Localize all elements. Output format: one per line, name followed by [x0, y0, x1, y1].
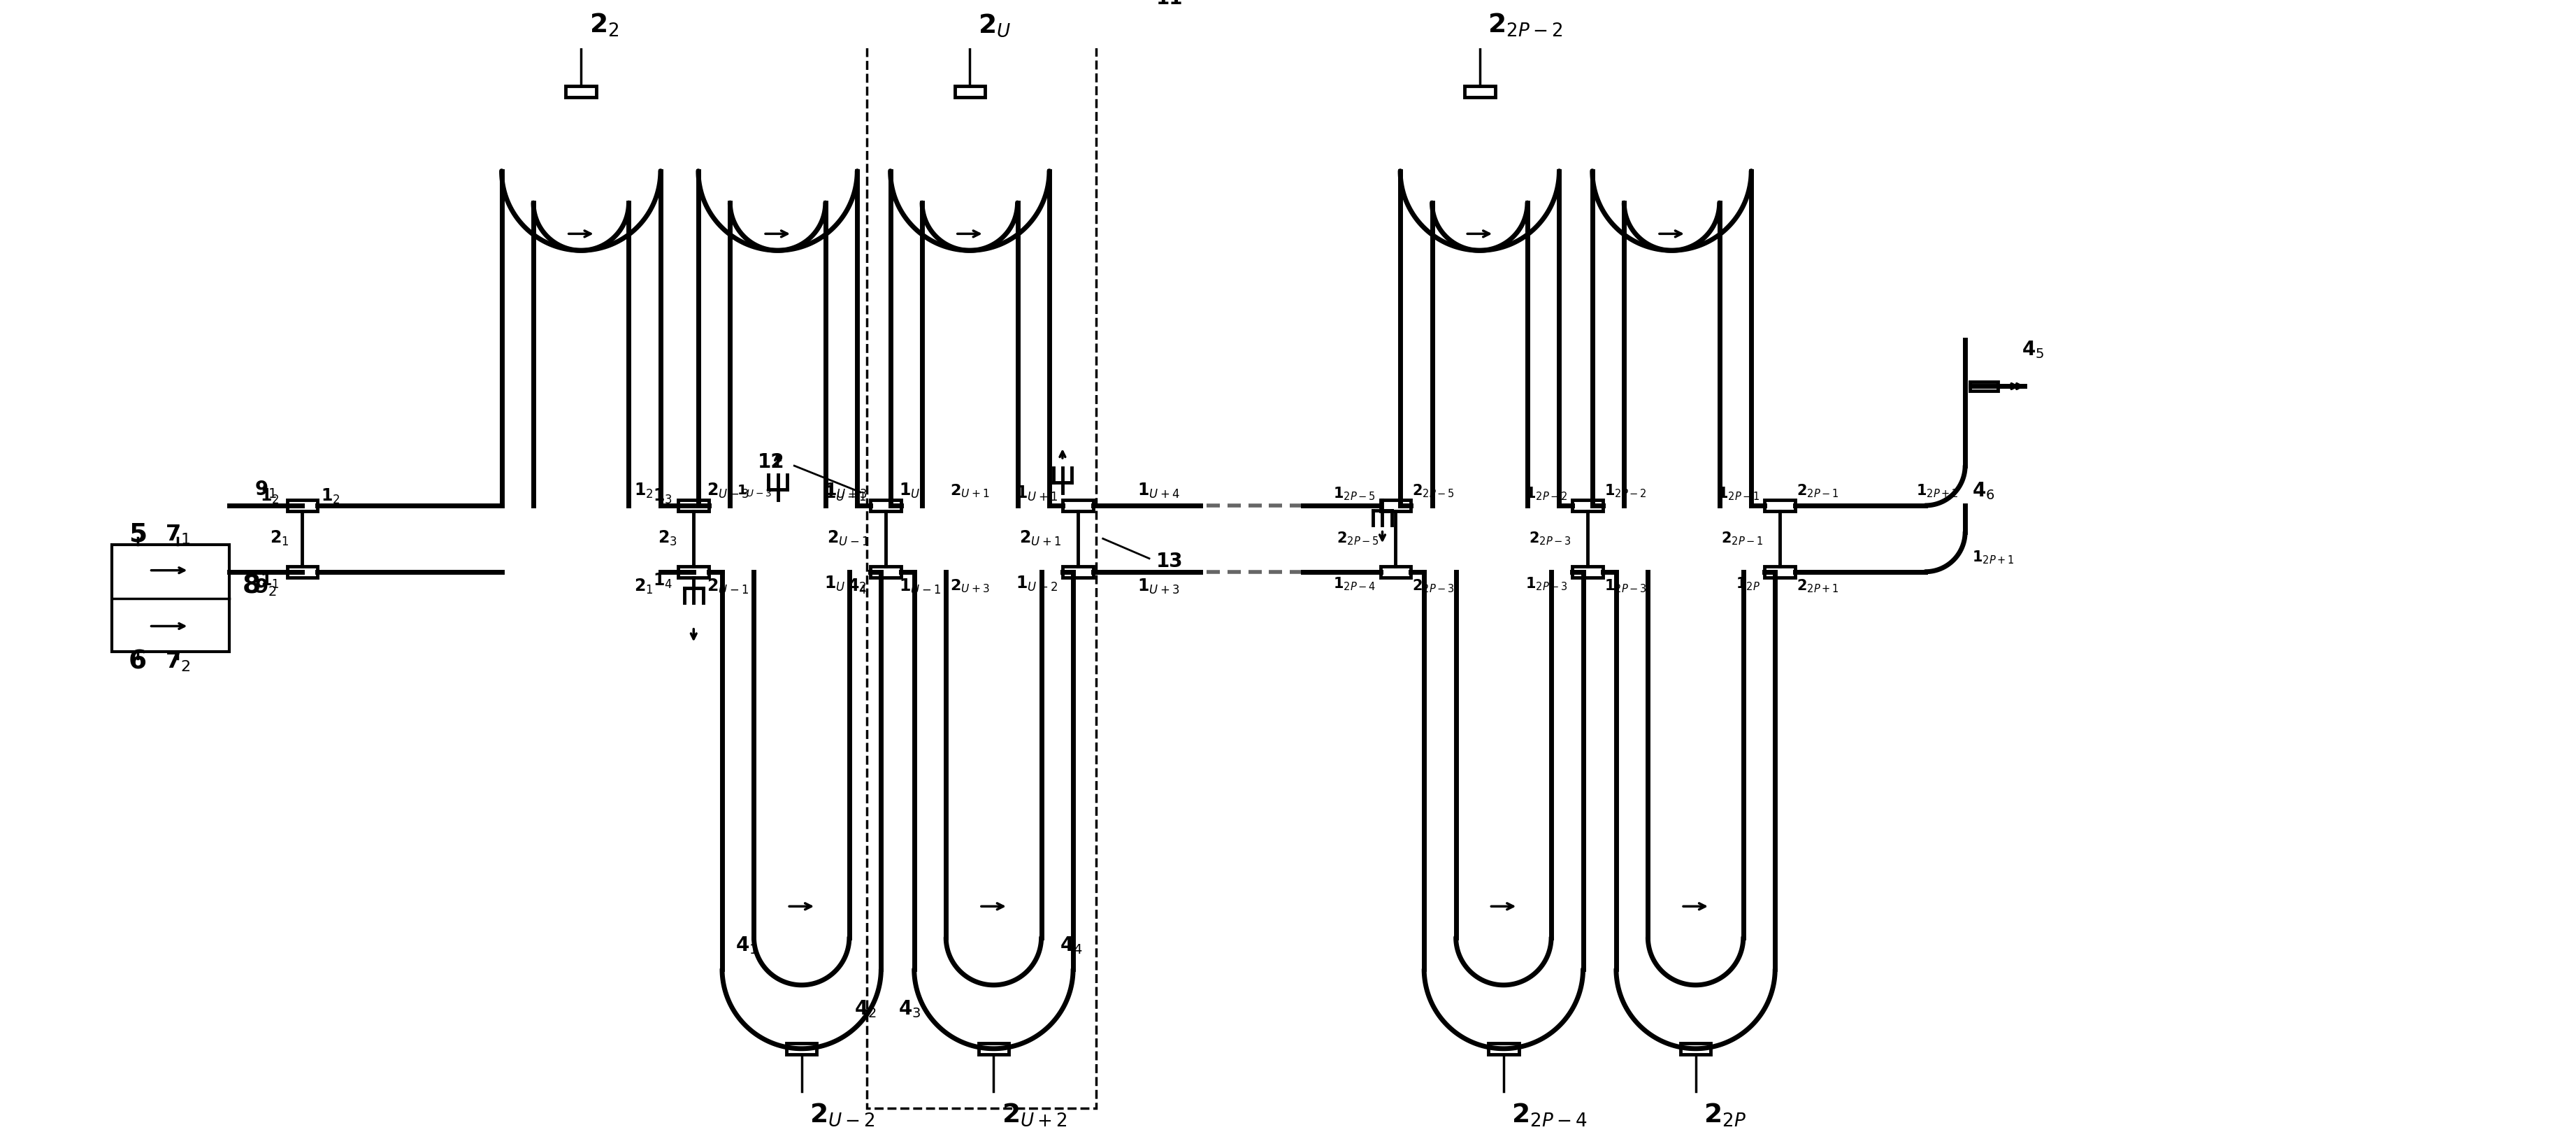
- Text: 12: 12: [757, 453, 783, 472]
- Text: 2$_{2P}$: 2$_{2P}$: [1703, 1101, 1747, 1129]
- Text: 2$_{2P-5}$: 2$_{2P-5}$: [1337, 531, 1378, 547]
- Text: 1$_1$: 1$_1$: [260, 572, 278, 590]
- Text: 1$_{2P-1}$: 1$_{2P-1}$: [1718, 486, 1759, 501]
- Bar: [1571, 500, 1602, 512]
- Bar: [567, 86, 595, 97]
- Text: 2$_1$: 2$_1$: [634, 577, 654, 595]
- Text: 2$_{U-1}$: 2$_{U-1}$: [706, 577, 750, 595]
- Text: 11: 11: [1157, 0, 1182, 8]
- Text: 4$_5$: 4$_5$: [2022, 338, 2043, 360]
- Text: 1$_{2P+2}$: 1$_{2P+2}$: [1917, 482, 1958, 499]
- Text: 1$_2$: 1$_2$: [634, 482, 654, 500]
- Text: 1$_U$: 1$_U$: [899, 482, 920, 500]
- Text: 2$_{2P-3}$: 2$_{2P-3}$: [1412, 578, 1455, 594]
- Bar: [868, 32, 1097, 1108]
- Text: 1$_3$: 1$_3$: [652, 487, 672, 505]
- Text: 1$_{U+4}$: 1$_{U+4}$: [1139, 482, 1180, 500]
- Text: 1$_{U+2}$: 1$_{U+2}$: [1015, 575, 1059, 593]
- Text: 9$_2$: 9$_2$: [255, 577, 278, 598]
- Text: 2$_U$: 2$_U$: [979, 12, 1010, 38]
- Bar: [871, 500, 902, 512]
- Text: 1$_2$: 1$_2$: [322, 487, 340, 505]
- Text: 1$_{2P-3}$: 1$_{2P-3}$: [1605, 578, 1646, 594]
- Bar: [1571, 566, 1602, 577]
- Text: 2$_{2P-4}$: 2$_{2P-4}$: [1512, 1101, 1587, 1129]
- Bar: [1765, 566, 1795, 577]
- Bar: [286, 500, 317, 512]
- Text: 2$_{U-1}$: 2$_{U-1}$: [827, 530, 868, 548]
- Text: 2$_{U-2}$: 2$_{U-2}$: [809, 1101, 876, 1127]
- Text: 1$_{2P+1}$: 1$_{2P+1}$: [1971, 549, 2014, 565]
- Text: 7$_1$: 7$_1$: [165, 523, 191, 546]
- Bar: [111, 544, 229, 652]
- Bar: [1381, 566, 1412, 577]
- Text: 13: 13: [1157, 552, 1182, 572]
- Bar: [1489, 1043, 1520, 1054]
- Text: 4$_6$: 4$_6$: [1971, 480, 1994, 501]
- Text: 1$_4$: 1$_4$: [652, 572, 672, 590]
- Bar: [1381, 500, 1412, 512]
- Bar: [1061, 566, 1092, 577]
- Text: 5: 5: [129, 522, 147, 547]
- Text: 4$_2$: 4$_2$: [855, 998, 876, 1019]
- Text: 2$_{2P-2}$: 2$_{2P-2}$: [1489, 11, 1564, 38]
- Text: 8: 8: [242, 574, 260, 599]
- Text: 1$_{U-1}$: 1$_{U-1}$: [899, 577, 940, 595]
- Bar: [786, 1043, 817, 1054]
- Text: 6: 6: [129, 650, 147, 675]
- Bar: [1765, 500, 1795, 512]
- Text: 2$_{U+2}$: 2$_{U+2}$: [1002, 1101, 1066, 1127]
- Text: 2$_1$: 2$_1$: [270, 530, 289, 548]
- Text: 4$_3$: 4$_3$: [899, 998, 920, 1019]
- Bar: [1971, 381, 1996, 391]
- Text: 1$_{U-1}$: 1$_{U-1}$: [824, 484, 866, 503]
- Text: 2$_{2P-3}$: 2$_{2P-3}$: [1528, 531, 1571, 547]
- Text: 1$_2$: 1$_2$: [260, 487, 278, 505]
- Text: 2$_3$: 2$_3$: [657, 530, 677, 548]
- Text: 2$_{U+1}$: 2$_{U+1}$: [1020, 530, 1061, 548]
- Text: 1$_{2P-2}$: 1$_{2P-2}$: [1525, 486, 1569, 501]
- Bar: [1466, 86, 1494, 97]
- Text: 2$_{2P-5}$: 2$_{2P-5}$: [1412, 482, 1455, 499]
- Text: 2$_{2P+1}$: 2$_{2P+1}$: [1795, 578, 1839, 594]
- Bar: [286, 566, 317, 577]
- Text: 1$_{U-2}$: 1$_{U-2}$: [824, 575, 866, 593]
- Text: 4$_1$: 4$_1$: [734, 935, 757, 955]
- Text: 4$_4$: 4$_4$: [848, 577, 868, 595]
- Text: 7$_2$: 7$_2$: [165, 651, 191, 674]
- Text: 1$_{2P}$: 1$_{2P}$: [1736, 575, 1759, 592]
- Text: 2$_{U+3}$: 2$_{U+3}$: [951, 578, 989, 594]
- Bar: [871, 566, 902, 577]
- Text: 4$_4$: 4$_4$: [1059, 935, 1082, 955]
- Text: 9$_1$: 9$_1$: [255, 479, 278, 500]
- Text: 1$_{U-3}$: 1$_{U-3}$: [737, 483, 773, 498]
- Text: 2$_2$: 2$_2$: [590, 11, 618, 38]
- Text: 1$_{U+3}$: 1$_{U+3}$: [1139, 577, 1180, 595]
- Bar: [677, 566, 708, 577]
- Bar: [677, 500, 708, 512]
- Text: 1$_{2P-4}$: 1$_{2P-4}$: [1332, 575, 1376, 592]
- Bar: [979, 1043, 1010, 1054]
- Bar: [956, 86, 984, 97]
- Text: 1$_{U+3}$: 1$_{U+3}$: [824, 482, 868, 500]
- Text: 1$_{U+1}$: 1$_{U+1}$: [1015, 484, 1059, 503]
- Text: 2$_{U-3}$: 2$_{U-3}$: [706, 482, 750, 500]
- Bar: [1680, 1043, 1710, 1054]
- Text: 1$_{2P-2}$: 1$_{2P-2}$: [1605, 482, 1646, 499]
- Text: 2$_{2P-1}$: 2$_{2P-1}$: [1721, 531, 1762, 547]
- Text: 1$_{2P-3}$: 1$_{2P-3}$: [1525, 575, 1569, 592]
- Text: 2$_{2P-1}$: 2$_{2P-1}$: [1795, 482, 1839, 499]
- Text: 2$_{U+1}$: 2$_{U+1}$: [951, 482, 989, 499]
- Text: 1$_{2P-5}$: 1$_{2P-5}$: [1334, 486, 1376, 501]
- Bar: [1061, 500, 1092, 512]
